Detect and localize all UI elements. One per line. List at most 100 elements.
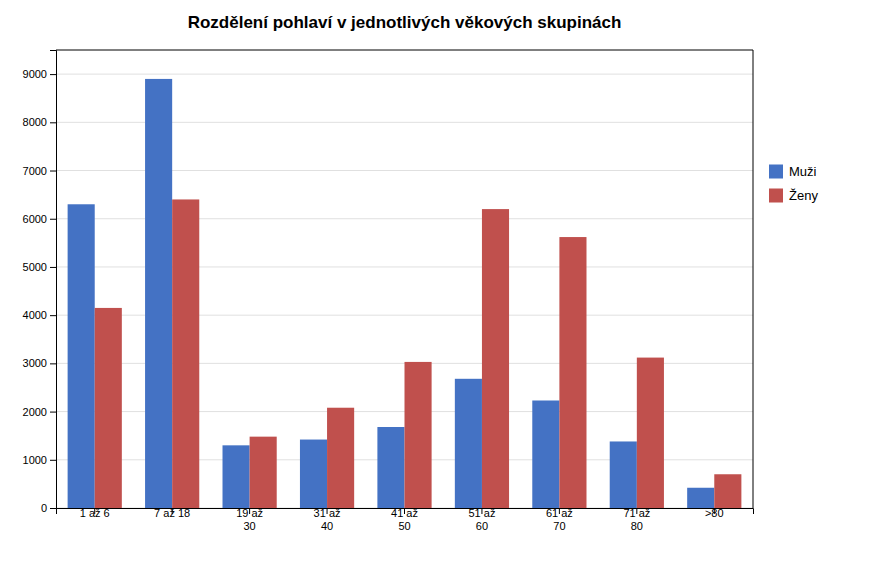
bar <box>68 204 95 508</box>
x-tick-label-line: 50 <box>398 520 410 532</box>
x-tick: 71 až80 <box>623 507 650 532</box>
legend-swatch <box>769 165 783 179</box>
y-tick-label: 2000 <box>23 406 47 418</box>
y-tick-mark <box>50 412 56 413</box>
x-tick: 41 až50 <box>391 507 418 532</box>
y-tick-label: 7000 <box>23 165 47 177</box>
y-tick: 5000 <box>23 261 56 273</box>
y-tick: 3000 <box>23 357 56 369</box>
legend-label: Ženy <box>789 188 818 203</box>
bars <box>68 79 742 508</box>
x-tick-label: 7 až 18 <box>154 507 190 519</box>
x-tick-label-line: 30 <box>243 520 255 532</box>
x-tick-label-line: 71 až <box>623 507 650 519</box>
x-tick-label: 1 až 6 <box>80 507 110 519</box>
y-tick-label: 5000 <box>23 261 47 273</box>
y-tick: 0 <box>41 502 56 514</box>
x-tick: >80 <box>705 507 724 519</box>
bar <box>377 427 404 508</box>
y-tick: 8000 <box>23 116 56 128</box>
y-tick-mark <box>50 460 56 461</box>
x-tick-label: 41 až50 <box>391 507 418 532</box>
bar <box>405 362 432 508</box>
y-tick-mark <box>50 122 56 123</box>
legend-swatch <box>769 189 783 203</box>
frame-right <box>753 50 754 508</box>
bar <box>145 79 172 508</box>
x-tick-label-line: 61 až <box>546 507 573 519</box>
x-tick-label-line: 41 až <box>391 507 418 519</box>
y-tick-label: 3000 <box>23 357 47 369</box>
bar-series <box>68 79 715 508</box>
y-tick-label: 4000 <box>23 309 47 321</box>
grid-line <box>56 74 753 75</box>
y-tick-mark <box>50 171 56 172</box>
bar <box>532 400 559 508</box>
bar <box>250 437 277 508</box>
chart-container: Rozdělení pohlaví v jednotlivých věkovýc… <box>0 0 873 564</box>
plot-area: 0 1000 2000 3000 4000 5000 6000 7000 8000 9000 1 a… <box>23 50 754 532</box>
bar <box>687 488 714 508</box>
x-tick-label-line: 70 <box>553 520 565 532</box>
x-tick-label: 19 až30 <box>236 507 263 532</box>
x-tick-label-line: 40 <box>321 520 333 532</box>
x-tick-label-line: 1 až 6 <box>80 507 110 519</box>
x-tick-label: 71 až80 <box>623 507 650 532</box>
bar <box>559 237 586 508</box>
legend: Muži Ženy <box>769 164 818 203</box>
y-tick-mark <box>50 74 56 75</box>
x-tick-label-line: 31 až <box>314 507 341 519</box>
bar <box>95 308 122 508</box>
y-tick: 4000 <box>23 309 56 321</box>
y-tick-label: 9000 <box>23 68 47 80</box>
x-tick-label-line: 60 <box>476 520 488 532</box>
y-tick: 9000 <box>23 68 56 80</box>
bar <box>610 441 637 508</box>
x-tick: 31 až40 <box>314 507 341 532</box>
x-tick-label: >80 <box>705 507 724 519</box>
grid <box>56 74 753 508</box>
x-tick: 7 až 18 <box>154 507 190 519</box>
legend-item: Ženy <box>769 188 818 203</box>
x-tick: 51 až60 <box>468 507 495 532</box>
y-tick-label: 1000 <box>23 454 47 466</box>
bar-series <box>95 199 742 508</box>
y-axis-line <box>50 51 57 509</box>
x-tick-label-line: >80 <box>705 507 724 519</box>
y-tick: 2000 <box>23 406 56 418</box>
bar <box>455 379 482 508</box>
x-axis: 1 až 67 až 1819 až3031 až4041 až5051 až6… <box>57 507 754 532</box>
chart-title: Rozdělení pohlaví v jednotlivých věkovýc… <box>188 13 622 32</box>
bar <box>172 199 199 508</box>
legend-label: Muži <box>789 164 817 179</box>
x-tick: 19 až30 <box>236 507 263 532</box>
x-tick: 61 až70 <box>546 507 573 532</box>
y-tick-label: 0 <box>41 502 47 514</box>
bar <box>327 408 354 508</box>
x-tick-label-line: 80 <box>631 520 643 532</box>
bar <box>714 474 741 508</box>
y-tick: 7000 <box>23 165 56 177</box>
y-tick: 1000 <box>23 454 56 466</box>
x-tick-label: 61 až70 <box>546 507 573 532</box>
y-tick-mark <box>50 508 56 509</box>
y-tick: 6000 <box>23 213 56 225</box>
bar <box>223 445 250 508</box>
bar <box>482 209 509 508</box>
x-tick-label-line: 19 až <box>236 507 263 519</box>
y-tick-label: 8000 <box>23 116 47 128</box>
bar <box>637 358 664 508</box>
bar <box>300 440 327 508</box>
chart-svg: Rozdělení pohlaví v jednotlivých věkovýc… <box>0 0 873 564</box>
legend-item: Muži <box>769 164 817 179</box>
x-tick-label-line: 51 až <box>468 507 495 519</box>
x-tick-label-line: 7 až 18 <box>154 507 190 519</box>
frame-top <box>56 50 753 51</box>
y-tick-mark <box>50 315 56 316</box>
x-tick-label: 31 až40 <box>314 507 341 532</box>
y-tick-label: 6000 <box>23 213 47 225</box>
y-tick-mark <box>50 219 56 220</box>
x-tick-label: 51 až60 <box>468 507 495 532</box>
y-tick-mark <box>50 267 56 268</box>
y-tick-mark <box>50 363 56 364</box>
